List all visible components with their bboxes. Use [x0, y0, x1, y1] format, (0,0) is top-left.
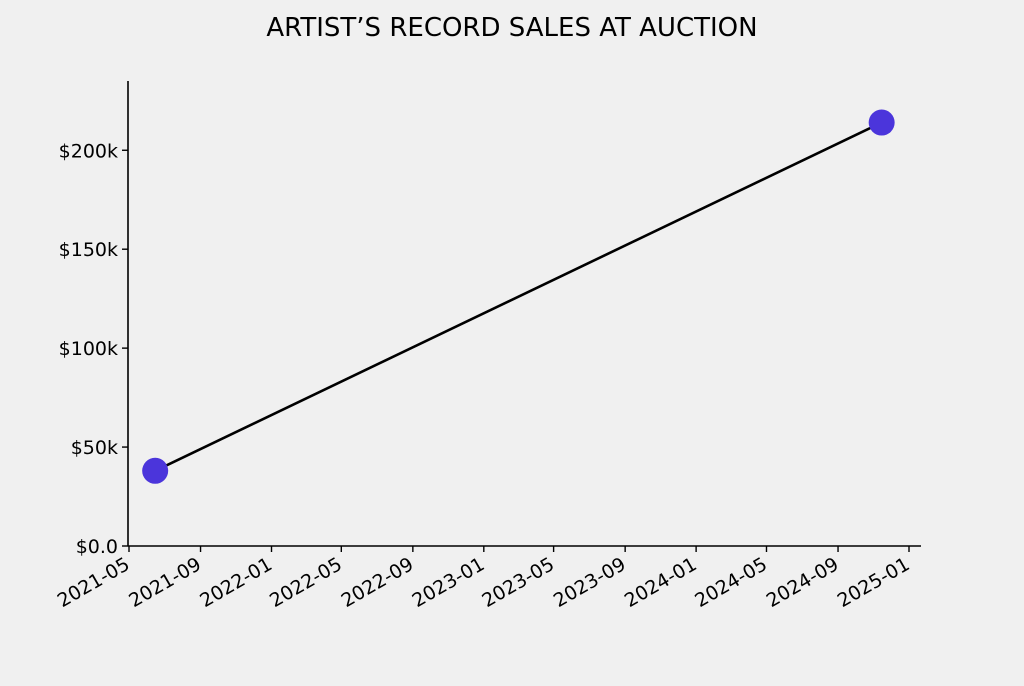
x-tick-label: 2022-09: [338, 553, 418, 612]
x-tick-label: 2023-09: [550, 553, 630, 612]
y-tick-label: $50k: [71, 437, 118, 459]
x-tick-label: 2021-05: [54, 553, 134, 612]
x-axis: 2021-052021-092022-012022-052022-092023-…: [54, 545, 921, 612]
data-point: [142, 457, 169, 484]
x-tick-label: 2022-01: [196, 553, 276, 612]
data-point: [868, 109, 895, 136]
y-tick-label: $200k: [59, 140, 118, 162]
x-tick-label: 2024-09: [763, 553, 843, 612]
x-tick-label: 2023-05: [478, 553, 558, 612]
y-tick-label: $100k: [59, 338, 118, 360]
x-tick-label: 2025-01: [834, 553, 914, 612]
series-line: [154, 121, 883, 472]
x-tick-label: 2022-05: [266, 553, 346, 612]
series-layer: [142, 109, 895, 484]
x-tick-label: 2024-05: [691, 553, 771, 612]
x-tick-label: 2024-01: [621, 553, 701, 612]
y-tick-label: $150k: [59, 239, 118, 261]
chart-title: ARTIST’S RECORD SALES AT AUCTION: [266, 13, 757, 43]
x-tick-label: 2021-09: [125, 553, 205, 612]
y-axis: $0.0 $50k $100k $150k $200k: [59, 81, 129, 558]
y-tick-label: $0.0: [76, 536, 118, 558]
x-tick-label: 2023-01: [409, 553, 489, 612]
